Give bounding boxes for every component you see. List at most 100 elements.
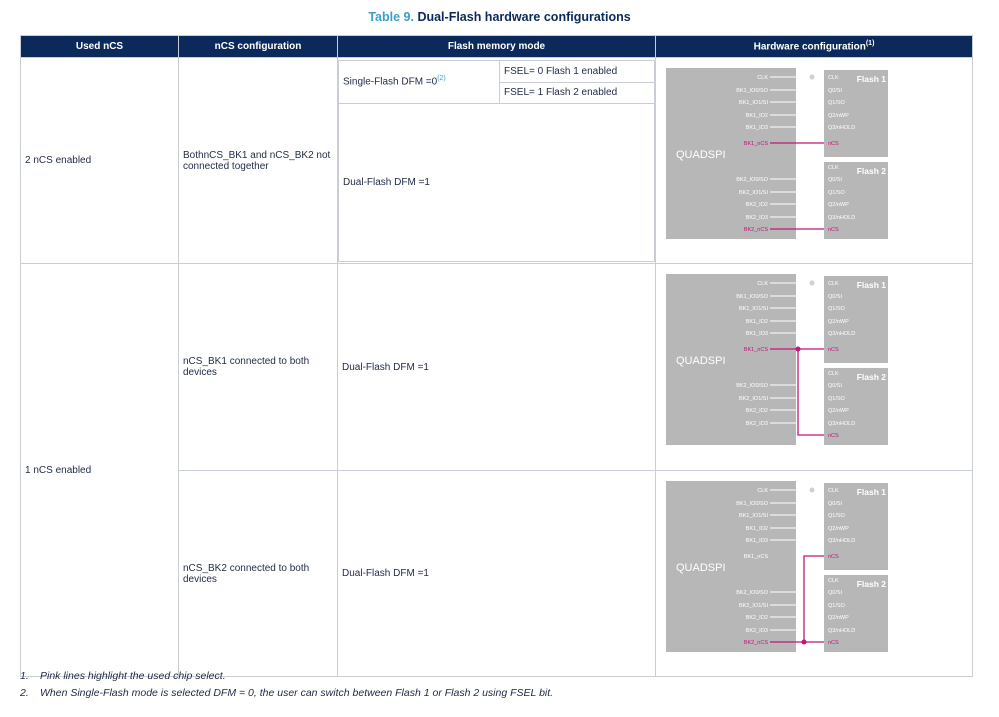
pin-label: Q2/nWP <box>828 615 849 621</box>
pin-label: BK2_IO3 <box>746 628 768 634</box>
pin-label: Q1/SO <box>828 603 846 609</box>
pin-label: Q1/SO <box>828 396 846 402</box>
pin-label: BK2_IO1/SI <box>739 603 769 609</box>
pin-label: nCS <box>828 227 839 233</box>
footnote-1: 1. Pink lines highlight the used chip sel… <box>20 670 553 682</box>
footnote-1-text: Pink lines highlight the used chip selec… <box>40 670 226 682</box>
table-number: Table 9. <box>368 10 414 24</box>
flash2-label: Flash 2 <box>857 166 887 176</box>
pin-label: BK1_IO0/SO <box>736 88 769 94</box>
pin-label: Q1/SO <box>828 513 846 519</box>
footnotes: 1. Pink lines highlight the used chip sel… <box>20 670 553 704</box>
table-row: 2 nCS enabled BothnCS_BK1 and nCS_BK2 no… <box>20 57 973 264</box>
pin-label: Q3/nHOLD <box>828 421 855 427</box>
pin-label: Q3/nHOLD <box>828 538 855 544</box>
pin-label: Q2/nWP <box>828 408 849 414</box>
header-used-ncs: Used nCS <box>20 35 179 58</box>
footnote-2-text: When Single-Flash mode is selected DFM =… <box>40 687 554 699</box>
pin-label: Q2/nWP <box>828 319 849 325</box>
pin-label: Q2/nWP <box>828 526 849 532</box>
pin-label: CLK <box>757 488 768 494</box>
pin-label: CLK <box>828 75 839 81</box>
flash2-block <box>824 575 888 652</box>
header-row: Used nCS nCS configuration Flash memory … <box>20 35 973 58</box>
cell-fsel0: FSEL= 0 Flash 1 enabled <box>499 59 655 83</box>
quadspi-label: QUADSPI <box>676 562 726 574</box>
table-title-text: Dual-Flash hardware configurations <box>417 10 631 24</box>
pin-label: BK2_nCS <box>744 227 768 233</box>
pin-label: BK2_IO1/SI <box>739 396 769 402</box>
quadspi-block <box>666 274 796 445</box>
pin-label: CLK <box>828 165 839 171</box>
pin-label: Q3/nHOLD <box>828 331 855 337</box>
pin-label: BK1_nCS <box>744 347 768 353</box>
cell-dual-flash-r1: Dual-Flash DFM =1 <box>338 102 655 262</box>
pin-label: BK2_IO3 <box>746 215 768 221</box>
single-flash-label: Single-Flash DFM =0 <box>343 76 438 88</box>
clk-junction <box>809 74 815 80</box>
cell-mode-r2: Dual-Flash DFM =1 <box>337 263 656 471</box>
pin-label: BK2_IO1/SI <box>739 190 769 196</box>
cell-used-2ncs: 2 nCS enabled <box>20 57 179 264</box>
header-hw-sup: (1) <box>865 40 875 48</box>
pin-label: Q3/nHOLD <box>828 125 855 131</box>
clk-junction <box>809 487 815 493</box>
pin-label: nCS <box>828 554 839 560</box>
cell-diagram-r3: QUADSPI Flash 1 Flash 2 CLK BK1_IO0/SO BK1_IO… <box>655 470 973 677</box>
pin-label: BK2_IO2 <box>746 408 768 414</box>
flash2-block <box>824 368 888 445</box>
flash1-block <box>824 483 888 570</box>
pin-label: nCS <box>828 347 839 353</box>
single-flash-sup: (2) <box>437 75 446 83</box>
flash1-label: Flash 1 <box>857 280 887 290</box>
pin-label: BK2_IO0/SO <box>736 590 769 596</box>
table-row: 1 nCS enabled nCS_BK1 connected to both … <box>20 263 973 677</box>
flash2-block <box>824 162 888 239</box>
pin-label: BK2_IO0/SO <box>736 383 769 389</box>
pin-label: CLK <box>828 578 839 584</box>
pin-label: BK2_nCS <box>744 640 768 646</box>
cell-config-r3: nCS_BK2 connected to both devices <box>178 470 338 677</box>
flash2-label: Flash 2 <box>857 372 887 382</box>
config-table: Used nCS nCS configuration Flash memory … <box>20 35 973 677</box>
pin-label: BK1_nCS <box>744 141 768 147</box>
pin-label: nCS <box>828 141 839 147</box>
cell-diagram-r1: QUADSPI Flash 1 Flash 2 CLK BK1_IO0/SO BK1_IO… <box>655 57 973 264</box>
pin-label: Q0/SI <box>828 590 843 596</box>
pin-label: nCS <box>828 640 839 646</box>
pin-label: BK1_IO2 <box>746 319 768 325</box>
pin-label: BK1_IO3 <box>746 125 768 131</box>
flash1-block <box>824 70 888 157</box>
flash1-block <box>824 276 888 363</box>
pin-label: BK1_nCS <box>744 554 768 560</box>
footnote-2: 2. When Single-Flash mode is selected DFM… <box>20 687 553 699</box>
ncs-junction <box>795 346 801 352</box>
pin-label: Q2/nWP <box>828 113 849 119</box>
pin-label: Q3/nHOLD <box>828 628 855 634</box>
pin-label: CLK <box>828 488 839 494</box>
pin-label: BK1_IO1/SI <box>739 306 769 312</box>
pin-label: Q0/SI <box>828 88 843 94</box>
cell-diagram-r2: QUADSPI Flash 1 Flash 2 CLK BK1_IO0/SO BK1_IO… <box>655 263 973 471</box>
header-flash-mode: Flash memory mode <box>337 35 656 58</box>
cell-single-flash: Single-Flash DFM =0(2) <box>338 59 500 104</box>
pin-label: CLK <box>757 281 768 287</box>
table-title: Table 9. Dual-Flash hardware configurati… <box>0 10 999 24</box>
cell-used-1ncs: 1 nCS enabled <box>20 263 179 677</box>
flash1-label: Flash 1 <box>857 74 887 84</box>
pin-label: Q0/SI <box>828 383 843 389</box>
pin-label: CLK <box>828 371 839 377</box>
flash2-label: Flash 2 <box>857 579 887 589</box>
flash1-label: Flash 1 <box>857 487 887 497</box>
pin-label: Q2/nWP <box>828 202 849 208</box>
pin-label: Q0/SI <box>828 501 843 507</box>
hw-diagram-2: QUADSPI Flash 1 Flash 2 CLK BK1_IO0/SO BK1_IO… <box>666 274 888 445</box>
hw-diagram-1: QUADSPI Flash 1 Flash 2 CLK BK1_IO0/SO BK1_IO… <box>666 68 888 239</box>
pin-label: BK1_IO2 <box>746 113 768 119</box>
pin-label: BK1_IO2 <box>746 526 768 532</box>
pin-label: Q0/SI <box>828 294 843 300</box>
pin-label: BK1_IO0/SO <box>736 294 769 300</box>
pin-label: BK1_IO3 <box>746 538 768 544</box>
pin-label: BK1_IO0/SO <box>736 501 769 507</box>
pin-label: Q1/SO <box>828 306 846 312</box>
